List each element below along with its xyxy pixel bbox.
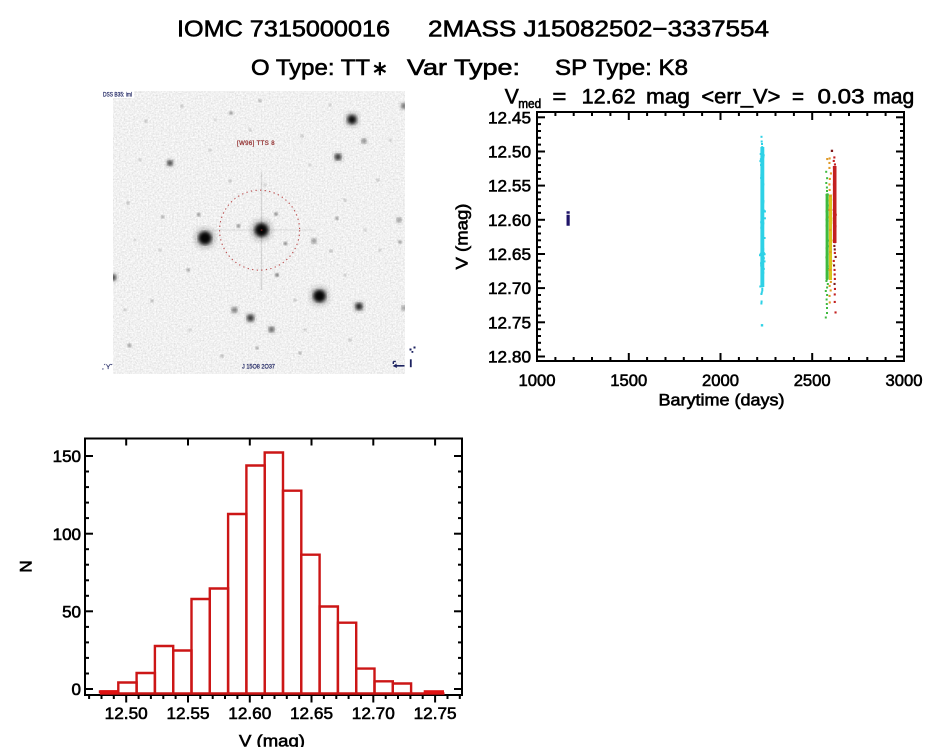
svg-text:Barytime (days): Barytime (days): [659, 391, 785, 410]
svg-text:N: N: [17, 560, 36, 572]
svg-text:12.65: 12.65: [290, 704, 333, 723]
svg-text:100: 100: [53, 525, 81, 544]
svg-text:<err_V>: <err_V>: [701, 86, 780, 109]
svg-text:12.50: 12.50: [105, 704, 148, 723]
svg-text:O Type: TT: O Type: TT: [251, 55, 370, 80]
svg-text:mag: mag: [873, 86, 914, 109]
svg-text:1500: 1500: [610, 371, 647, 390]
svg-text:12.55: 12.55: [167, 704, 210, 723]
svg-text:Var Type:: Var Type:: [407, 55, 520, 80]
svg-text:SP Type: K8: SP Type: K8: [555, 55, 688, 80]
svg-text:0: 0: [72, 680, 81, 699]
svg-text:V (mag): V (mag): [453, 204, 472, 270]
svg-text:=: =: [552, 86, 566, 109]
svg-text:0.03: 0.03: [818, 86, 865, 109]
svg-text:2MASS J15082502−3337554: 2MASS J15082502−3337554: [428, 16, 769, 42]
svg-text:i: i: [566, 210, 571, 231]
svg-text:=: =: [792, 86, 804, 109]
svg-text:∗: ∗: [372, 58, 389, 80]
svg-text:mag: mag: [646, 86, 690, 109]
svg-text:1000: 1000: [519, 371, 556, 390]
svg-text:12.60: 12.60: [228, 704, 271, 723]
svg-text:DSS B35: iml: DSS B35: iml: [103, 93, 132, 99]
svg-text:12.75: 12.75: [488, 313, 531, 332]
svg-text:2000: 2000: [702, 371, 739, 390]
svg-text:12.50: 12.50: [488, 143, 531, 162]
svg-text:2500: 2500: [794, 371, 831, 390]
svg-text:3000: 3000: [886, 371, 923, 390]
svg-text:12.45: 12.45: [488, 108, 531, 127]
svg-text:12.80: 12.80: [488, 348, 531, 367]
svg-text:12.70: 12.70: [352, 704, 395, 723]
svg-text:,´Yˇ: ,´Yˇ: [102, 364, 113, 371]
svg-text:150: 150: [53, 447, 81, 466]
svg-text:IOMC 7315000016: IOMC 7315000016: [177, 16, 390, 42]
svg-text:12.70: 12.70: [488, 279, 531, 298]
svg-text:12.65: 12.65: [488, 245, 531, 264]
svg-text:med: med: [518, 96, 541, 111]
svg-text:12.60: 12.60: [488, 211, 531, 230]
svg-text:50: 50: [62, 602, 81, 621]
svg-text:V (mag): V (mag): [239, 732, 305, 747]
svg-text:J 15O8 2O37: J 15O8 2O37: [242, 365, 276, 371]
svg-text:12.55: 12.55: [488, 177, 531, 196]
svg-text:[W96] TTS 8: [W96] TTS 8: [237, 141, 275, 147]
svg-text:12.62: 12.62: [582, 86, 636, 109]
svg-text:V: V: [505, 86, 519, 109]
svg-text:12.75: 12.75: [414, 704, 457, 723]
